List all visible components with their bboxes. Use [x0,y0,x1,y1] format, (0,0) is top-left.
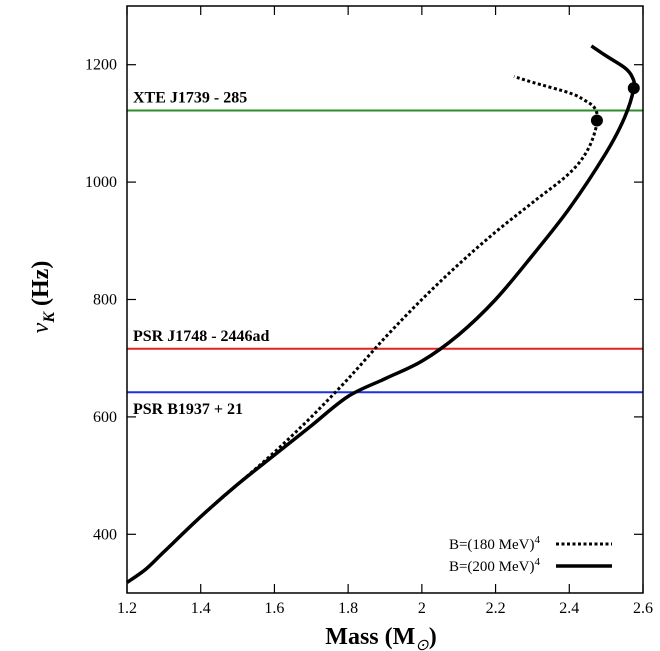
legend-label-200: B=(200 MeV)4 [449,556,541,575]
y-tick-label: 1200 [85,57,117,74]
y-axis-title: νK (Hz) [28,261,58,334]
x-tick-label: 2.6 [633,600,653,617]
x-tick-label: 2 [418,600,426,617]
x-tick-label: 1.8 [338,600,358,617]
reference-label: PSR B1937 + 21 [133,401,243,418]
series-line-200 [125,44,636,584]
series-group [125,44,640,584]
legend-label-180: B=(180 MeV)4 [449,534,541,553]
max-mass-marker [590,114,603,127]
x-tick-label: 1.6 [264,600,284,617]
reference-label: PSR J1748 - 2446ad [133,328,270,345]
reference-labels: XTE J1739 - 285 PSR J1748 - 2446ad PSR B19… [133,89,270,418]
axis-ticks: 1.2 1.4 1.6 1.8 2 2.2 2.4 2.6 400 600 800 1000 1200 [85,6,653,617]
y-tick-label: 400 [93,526,117,543]
max-mass-marker [627,82,640,95]
x-tick-label: 1.2 [117,600,137,617]
y-tick-label: 800 [93,292,117,309]
x-axis-title: Mass (M⊙) [325,624,436,651]
x-tick-label: 1.4 [191,600,211,617]
x-tick-label: 2.4 [559,600,579,617]
x-tick-label: 2.2 [486,600,506,617]
y-tick-label: 1000 [85,174,117,191]
legend: B=(180 MeV)4 B=(200 MeV)4 [449,534,612,575]
reference-lines [127,109,643,394]
reference-label: XTE J1739 - 285 [133,89,247,106]
y-tick-label: 600 [93,409,117,426]
